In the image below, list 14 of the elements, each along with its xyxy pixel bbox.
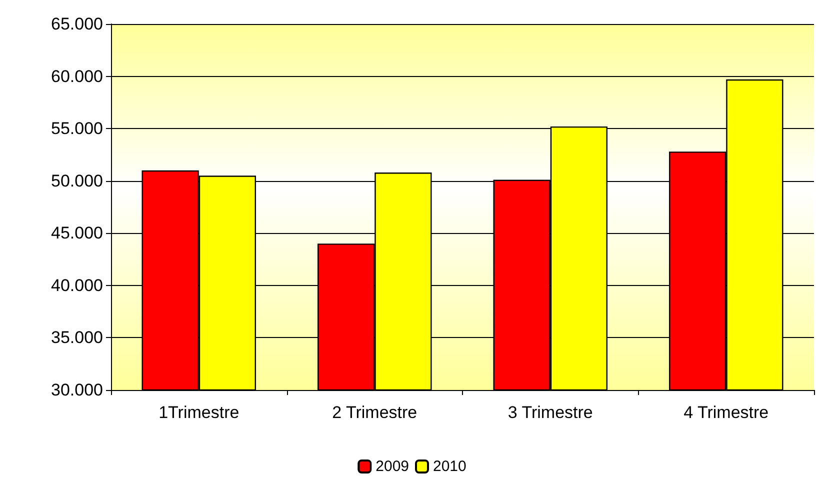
- x-tick-label: 1Trimestre: [158, 403, 240, 422]
- y-tick-label: 60.000: [51, 66, 103, 86]
- y-tick-label: 65.000: [51, 14, 103, 34]
- y-tick-label: 40.000: [51, 276, 103, 295]
- x-tick-label: 4 Trimestre: [684, 403, 769, 422]
- x-tick-label: 3 Trimestre: [508, 403, 593, 422]
- y-tick-label: 45.000: [51, 224, 103, 243]
- y-tick-label: 55.000: [51, 119, 103, 138]
- x-tick-label: 2 Trimestre: [332, 403, 418, 422]
- legend-label: 2010: [433, 458, 466, 475]
- y-tick-label: 50.000: [51, 171, 103, 190]
- legend-label: 2009: [376, 458, 410, 475]
- y-tick-label: 35.000: [51, 328, 103, 348]
- y-tick-label: 30.000: [51, 380, 103, 400]
